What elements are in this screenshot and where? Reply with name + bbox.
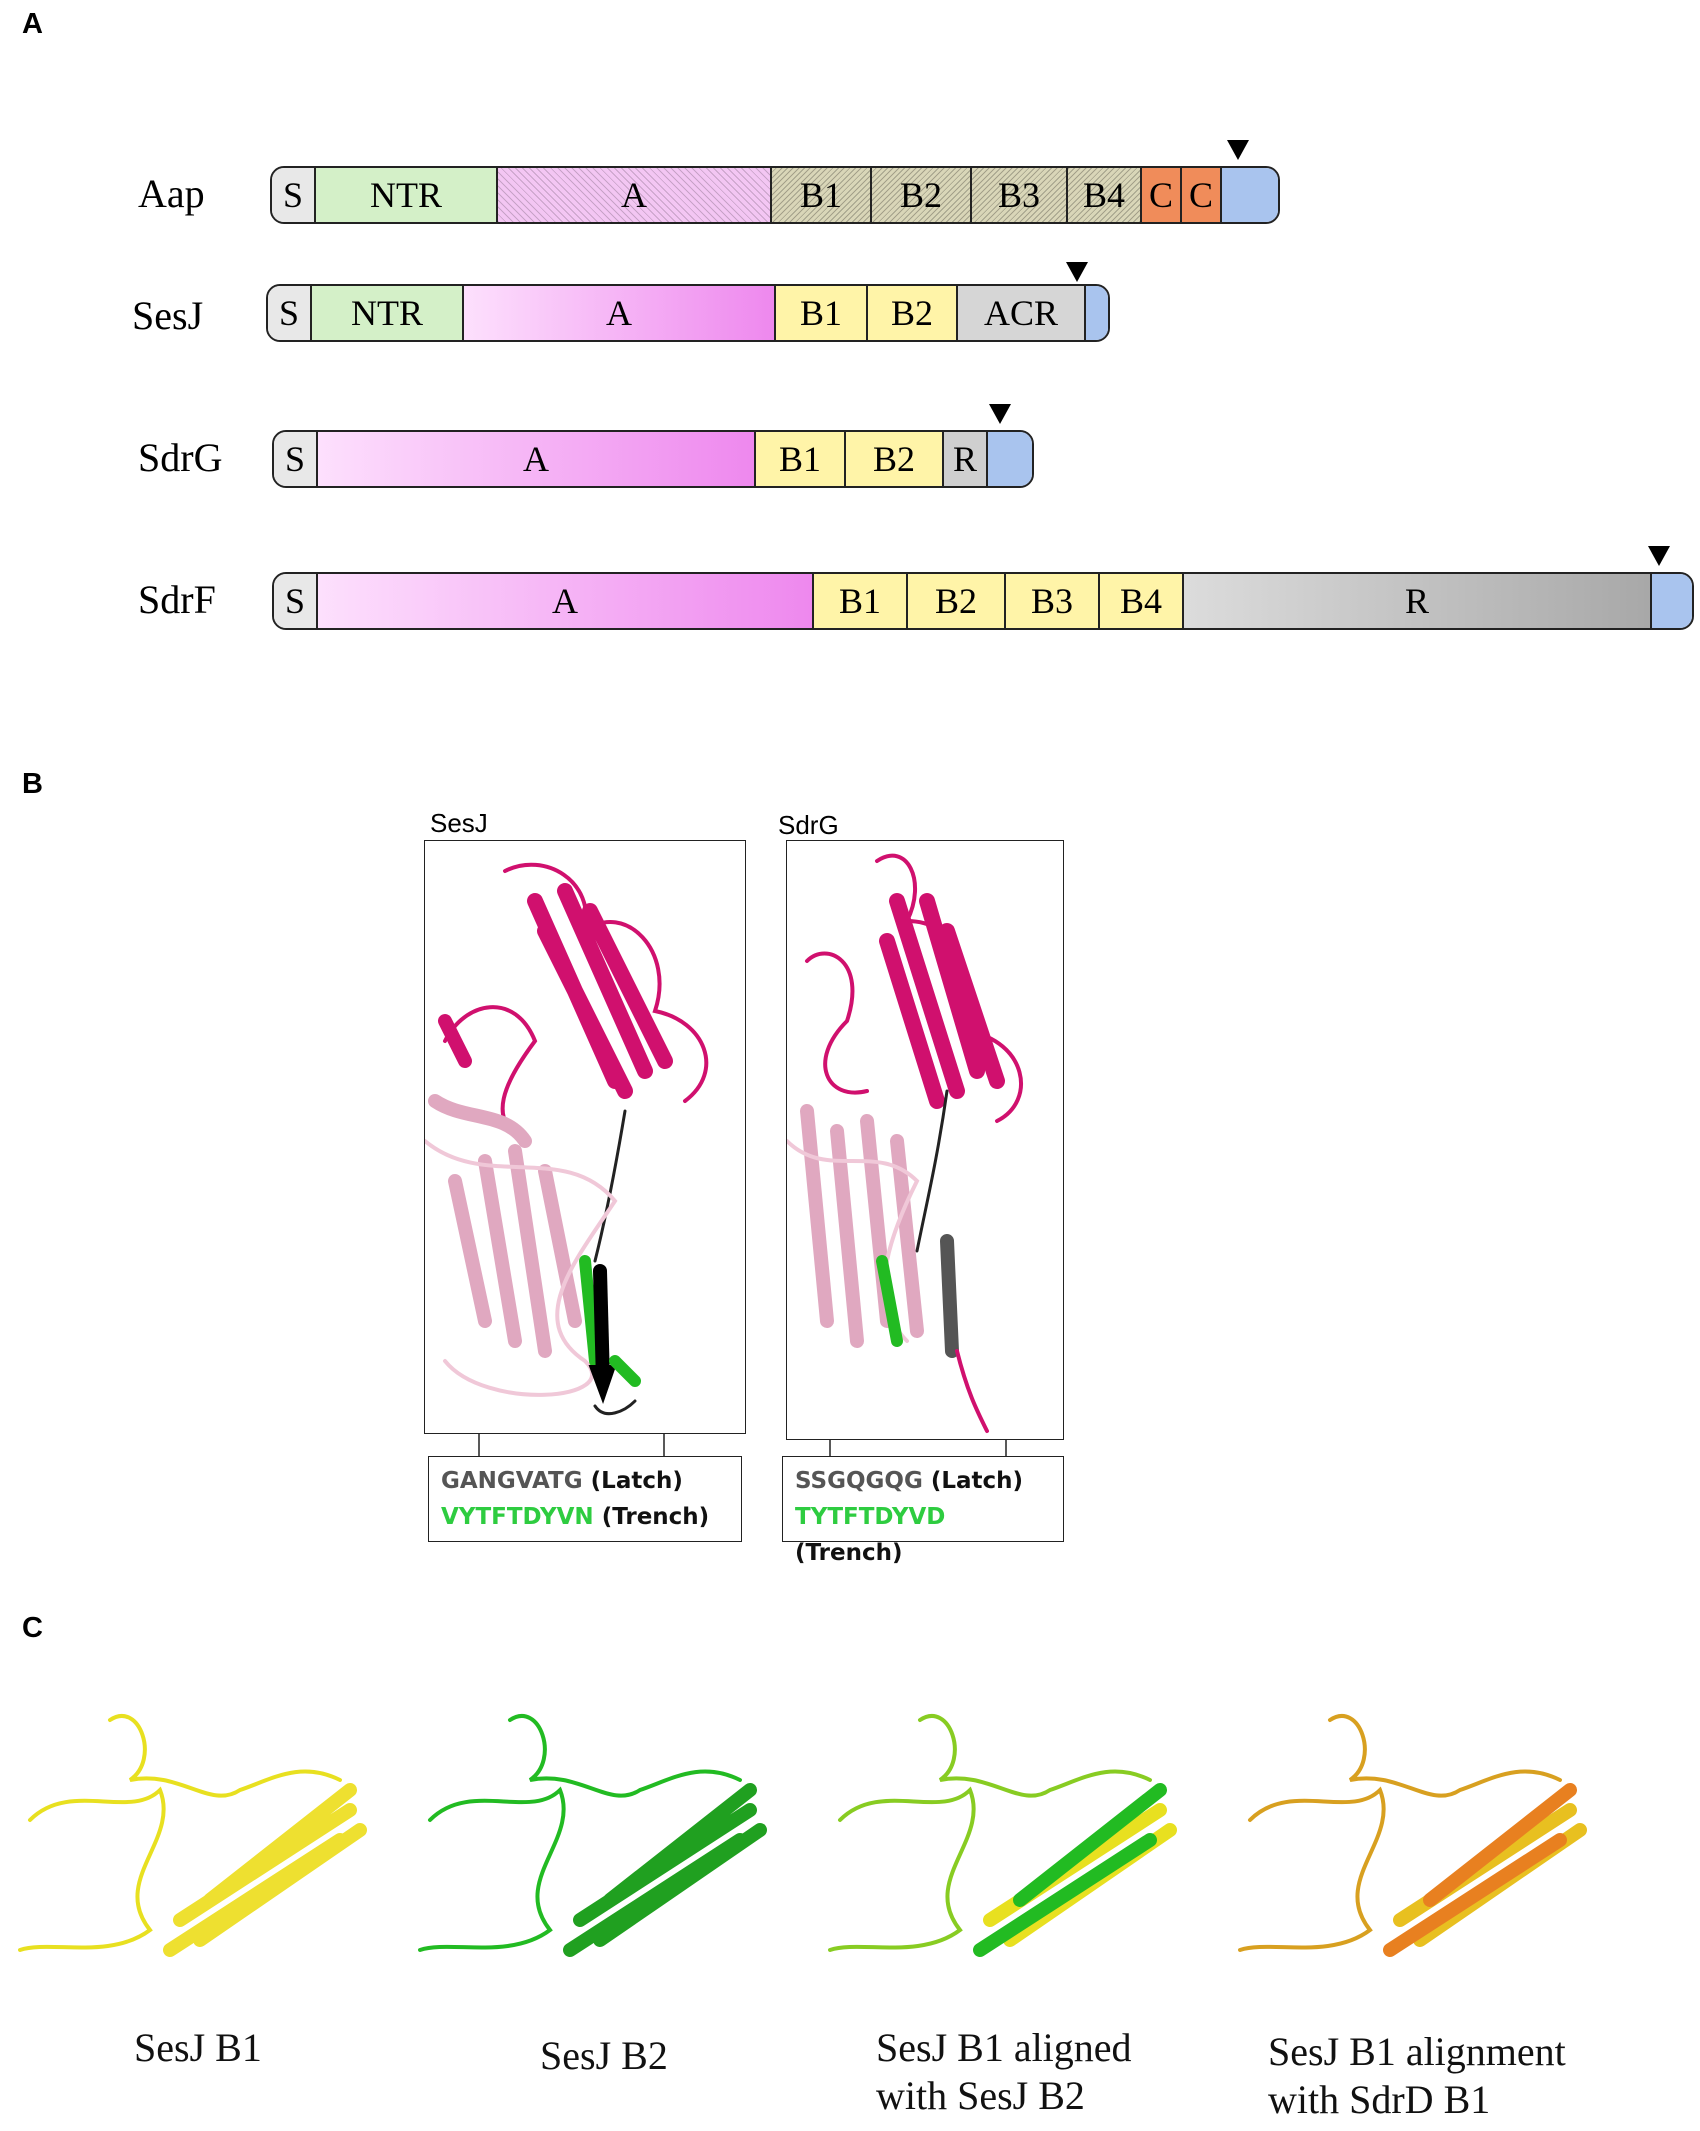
domain-segment: ACR — [958, 286, 1086, 340]
domain-segment: NTR — [316, 168, 498, 222]
latch-label: (Latch) — [930, 1468, 1024, 1494]
domain-segment: A25 — [498, 168, 772, 222]
domain-segment: S — [272, 168, 316, 222]
sorting-signal-marker — [1227, 140, 1249, 160]
sorting-signal-marker — [1648, 546, 1670, 566]
structure-connector-sesj — [478, 1434, 665, 1458]
protein-ribbon-sdrg — [787, 853, 1023, 1433]
domain-segment: R — [944, 432, 988, 486]
trench-sequence: VYTFTDYVN — [441, 1504, 594, 1530]
sequence-box-sesj: GANGVATG (Latch) VYTFTDYVN (Trench) — [428, 1456, 742, 1542]
domain-segment: A — [464, 286, 776, 340]
ribbon-sesj-b1-b2-alignment — [828, 1714, 1177, 1957]
panel-label-c: C — [22, 1612, 43, 1644]
domain-segment — [1652, 574, 1692, 628]
ribbon-sesj-b1 — [18, 1714, 367, 1957]
protein-name-sesj: SesJ — [132, 293, 204, 338]
domain-segment: B151 — [756, 432, 846, 486]
domain-segment — [1222, 168, 1278, 222]
structure-frame-sdrg — [786, 840, 1064, 1440]
structure-frame-sesj — [424, 840, 746, 1434]
domain-segment: S — [268, 286, 312, 340]
domain-segment: S — [274, 574, 318, 628]
domain-bar-aap: S NTR A25 B121 B221 B323 B421 C C — [270, 166, 1280, 224]
domain-segment: B2 — [868, 286, 958, 340]
domain-segment: B323 — [972, 168, 1068, 222]
caption-sesj-b2: SesJ B2 — [540, 2033, 668, 2078]
domain-segment: B421 — [1068, 168, 1142, 222]
latch-label: (Latch) — [590, 1468, 683, 1494]
domain-segment: S — [274, 432, 318, 486]
domain-segment: B476 — [1100, 574, 1184, 628]
sorting-signal-marker — [989, 404, 1011, 424]
domain-segment: B1 — [776, 286, 868, 340]
latch-sequence: GANGVATG — [441, 1468, 583, 1494]
domain-bar-sdrf: S A26 B149 B263 B360 B476 R — [272, 572, 1694, 630]
trench-label: (Trench) — [795, 1540, 903, 1566]
domain-segment: C — [1142, 168, 1182, 222]
domain-segment: A29 — [318, 432, 756, 486]
domain-segment: B121 — [772, 168, 872, 222]
domain-segment: B273 — [846, 432, 944, 486]
sorting-signal-marker — [1066, 262, 1088, 282]
protein-name-sdrg: SdrG — [138, 435, 223, 480]
protein-ribbon-sesj — [425, 862, 709, 1416]
protein-name-sdrf: SdrF — [138, 577, 216, 622]
caption-b1-aligned-b2: SesJ B1 aligned with SesJ B2 — [876, 2025, 1132, 2118]
domain-bar-sesj: S NTR A B1 B2 ACR — [266, 284, 1110, 342]
trench-label: (Trench) — [601, 1504, 710, 1530]
sequence-box-sdrg: SSGQGQG (Latch) TYTFTDYVD (Trench) — [782, 1456, 1064, 1566]
protein-name-aap: Aap — [138, 171, 205, 216]
ribbon-sesj-b2 — [418, 1714, 767, 1957]
trench-sequence: TYTFTDYVD — [795, 1504, 946, 1530]
domain-segment: B149 — [814, 574, 908, 628]
domain-bar-sdrg: S A29 B151 B273 R — [272, 430, 1034, 488]
panel-label-b: B — [22, 768, 43, 800]
latch-sequence: SSGQGQG — [795, 1468, 923, 1494]
panel-label-a: A — [22, 8, 43, 40]
caption-sesj-b1: SesJ B1 — [134, 2025, 262, 2070]
domain-segment: R — [1184, 574, 1652, 628]
domain-segment: B263 — [908, 574, 1006, 628]
structure-title-sesj: SesJ — [430, 808, 488, 838]
ribbon-sesj-b1-sdrd-b1-alignment — [1238, 1714, 1587, 1957]
domain-segment: NTR — [312, 286, 464, 340]
caption-b1-alignment-sdrd: SesJ B1 alignment with SdrD B1 — [1268, 2029, 1566, 2122]
domain-segment — [1086, 286, 1108, 340]
domain-segment: C — [1182, 168, 1222, 222]
structure-title-sdrg: SdrG — [778, 810, 839, 840]
domain-segment: B221 — [872, 168, 972, 222]
domain-segment: B360 — [1006, 574, 1100, 628]
domain-segment — [988, 432, 1032, 486]
domain-segment: A26 — [318, 574, 814, 628]
